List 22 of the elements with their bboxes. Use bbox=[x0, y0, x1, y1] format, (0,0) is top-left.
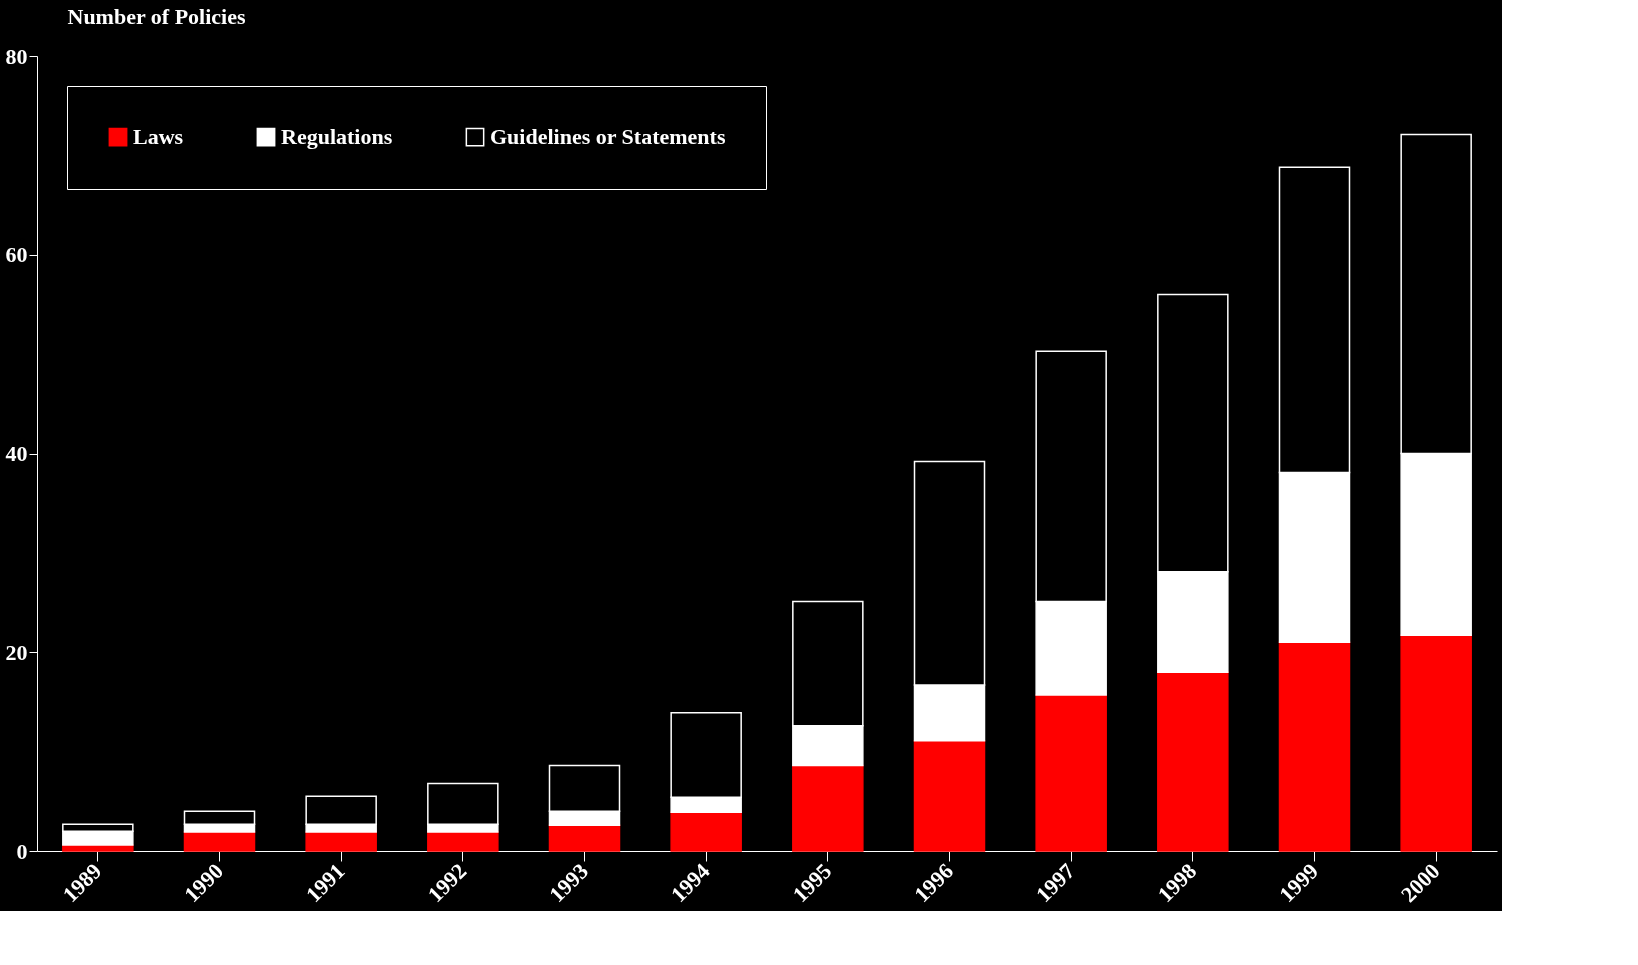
bar bbox=[183, 831, 256, 852]
y-tick-label: 60 bbox=[5, 242, 28, 268]
y-tick-label: 80 bbox=[5, 43, 28, 69]
bar bbox=[1278, 641, 1351, 852]
legend-label: Regulations bbox=[281, 124, 393, 150]
bar bbox=[670, 811, 742, 852]
y-tick-label: 40 bbox=[5, 441, 28, 466]
bar bbox=[1400, 634, 1472, 852]
legend-label: Guidelines or Statements bbox=[490, 124, 726, 150]
bar bbox=[1157, 671, 1229, 852]
bar bbox=[305, 831, 377, 852]
y-tick-label: 20 bbox=[5, 639, 28, 665]
y-axis-title: Number of Policies bbox=[67, 3, 246, 29]
x-tick-label: 1991 bbox=[300, 858, 350, 908]
y-tick-label: 0 bbox=[16, 838, 28, 864]
bar bbox=[427, 831, 499, 852]
bar bbox=[548, 824, 621, 852]
bar bbox=[913, 739, 986, 852]
x-tick-label: 1990 bbox=[179, 858, 228, 908]
legend-label: Laws bbox=[133, 124, 184, 150]
bar bbox=[1035, 694, 1107, 852]
bar bbox=[792, 764, 864, 852]
